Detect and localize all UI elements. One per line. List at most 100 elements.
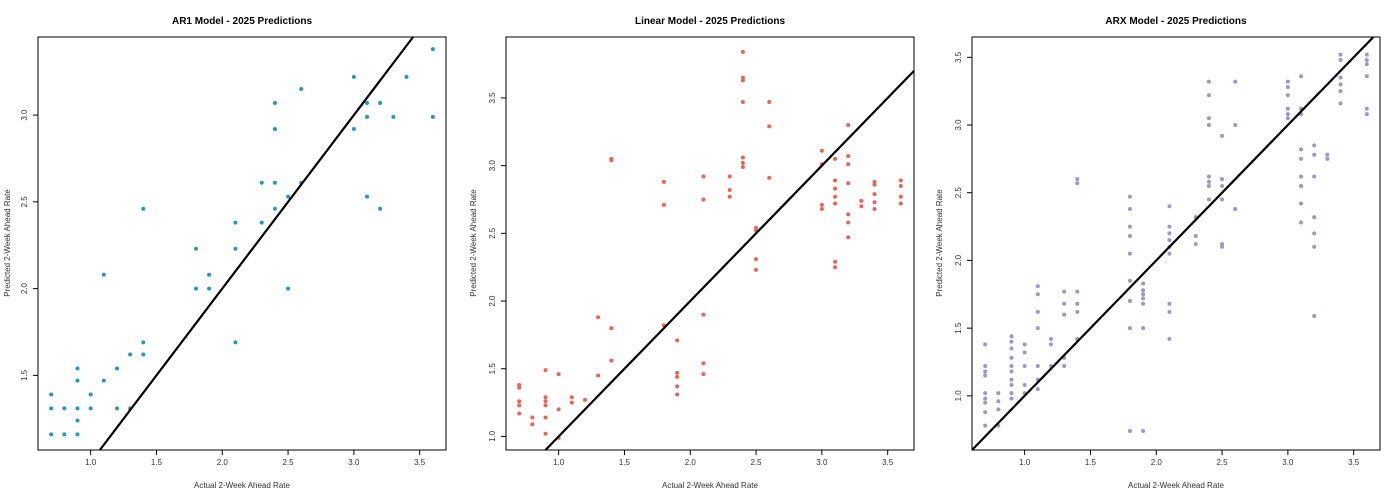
ar1-data-point	[75, 432, 80, 437]
arx-data-point	[1364, 112, 1369, 117]
arx-y-tick-label: 2.0	[954, 254, 963, 266]
arx-data-point	[1009, 369, 1014, 374]
ar1-data-point	[101, 378, 106, 383]
arx-data-point	[1062, 312, 1067, 317]
linear-data-point	[530, 422, 535, 427]
linear-data-point	[675, 374, 680, 379]
arx-data-point	[983, 400, 988, 405]
arx-data-point	[1035, 284, 1040, 289]
arx-data-point	[1220, 244, 1225, 249]
arx-data-point	[1233, 123, 1238, 128]
ar1-data-point	[141, 340, 146, 345]
linear-data-point	[740, 155, 745, 160]
ar1-x-tick-label: 1.5	[151, 458, 163, 467]
arx-x-tick-label: 2.0	[1151, 458, 1163, 467]
linear-data-point	[767, 124, 772, 129]
ar1-data-point	[207, 272, 212, 277]
arx-data-point	[1127, 194, 1132, 199]
ar1-reference-line	[98, 36, 414, 451]
arx-data-point	[1035, 309, 1040, 314]
linear-y-tick-label: 1.5	[488, 363, 497, 375]
linear-data-point	[569, 395, 574, 400]
arx-data-point	[1009, 346, 1014, 351]
linear-data-point	[609, 326, 614, 331]
arx-data-point	[1009, 334, 1014, 339]
linear-data-point	[675, 338, 680, 343]
arx-data-point	[1048, 336, 1053, 341]
linear-data-point	[740, 49, 745, 54]
arx-data-point	[1285, 106, 1290, 111]
linear-y-tick-label: 3.0	[488, 160, 497, 172]
arx-data-point	[983, 423, 988, 428]
arx-data-point	[983, 373, 988, 378]
arx-data-point	[1285, 112, 1290, 117]
ar1-data-point	[259, 180, 264, 185]
arx-data-point	[1312, 215, 1317, 220]
linear-data-point	[543, 431, 548, 436]
arx-data-point	[1167, 224, 1172, 229]
linear-data-point	[675, 370, 680, 375]
arx-data-point	[1075, 301, 1080, 306]
linear-x-axis-label: Actual 2-Week Ahead Rate	[662, 481, 758, 490]
arx-panel: ARX Model - 2025 Predictions Actual 2-We…	[935, 16, 1381, 490]
ar1-data-point	[272, 206, 277, 211]
arx-data-point	[983, 342, 988, 347]
ar1-data-point	[128, 352, 133, 357]
linear-data-point	[569, 400, 574, 405]
arx-data-point	[1285, 93, 1290, 98]
arx-data-point	[1364, 106, 1369, 111]
arx-data-point	[1312, 174, 1317, 179]
arx-chart-title: ARX Model - 2025 Predictions	[1105, 16, 1247, 27]
arx-data-point	[1338, 58, 1343, 63]
ar1-data-point	[391, 114, 396, 119]
linear-data-point	[872, 182, 877, 187]
linear-data-point	[833, 186, 838, 191]
linear-data-point	[767, 175, 772, 180]
arx-data-point	[983, 391, 988, 396]
linear-data-point	[543, 395, 548, 400]
linear-data-point	[846, 235, 851, 240]
linear-data-point	[609, 158, 614, 163]
linear-reference-line	[544, 70, 915, 451]
linear-data-point	[833, 194, 838, 199]
ar1-data-point	[233, 246, 238, 251]
arx-data-point	[1062, 289, 1067, 294]
ar1-data-point	[114, 366, 119, 371]
arx-data-point	[1220, 177, 1225, 182]
ar1-data-point	[114, 406, 119, 411]
arx-data-point	[983, 410, 988, 415]
arx-y-axis-label: Predicted 2-Week Ahead Rate	[935, 189, 944, 297]
arx-data-point	[1299, 156, 1304, 161]
linear-plot-frame	[505, 36, 915, 451]
arx-data-point	[1127, 326, 1132, 331]
arx-data-point	[1127, 234, 1132, 239]
ar1-data-point	[75, 366, 80, 371]
arx-data-point	[1338, 101, 1343, 106]
arx-data-point	[1167, 204, 1172, 209]
arx-data-point	[1009, 355, 1014, 360]
linear-y-tick-label: 2.5	[488, 227, 497, 239]
linear-data-point	[767, 99, 772, 104]
ar1-data-point	[365, 194, 370, 199]
linear-chart-title: Linear Model - 2025 Predictions	[635, 16, 785, 27]
arx-data-point	[1022, 342, 1027, 347]
ar1-x-axis-label: Actual 2-Week Ahead Rate	[194, 481, 290, 490]
arx-data-point	[1338, 89, 1343, 94]
linear-data-point	[846, 181, 851, 186]
linear-data-point	[898, 178, 903, 183]
linear-data-point	[819, 206, 824, 211]
linear-y-tick-label: 3.5	[488, 92, 497, 104]
arx-data-point	[1312, 313, 1317, 318]
arx-data-point	[1127, 299, 1132, 304]
arx-data-point	[1285, 116, 1290, 121]
ar1-y-tick-label: 3.0	[20, 109, 29, 121]
ar1-data-point	[299, 87, 304, 92]
ar1-x-tick-label: 2.0	[217, 458, 229, 467]
arx-data-point	[1312, 244, 1317, 249]
arx-data-point	[1009, 383, 1014, 388]
arx-data-point	[1141, 326, 1146, 331]
arx-data-point	[1167, 251, 1172, 256]
arx-x-axis-label: Actual 2-Week Ahead Rate	[1128, 481, 1224, 490]
ar1-data-point	[351, 126, 356, 131]
